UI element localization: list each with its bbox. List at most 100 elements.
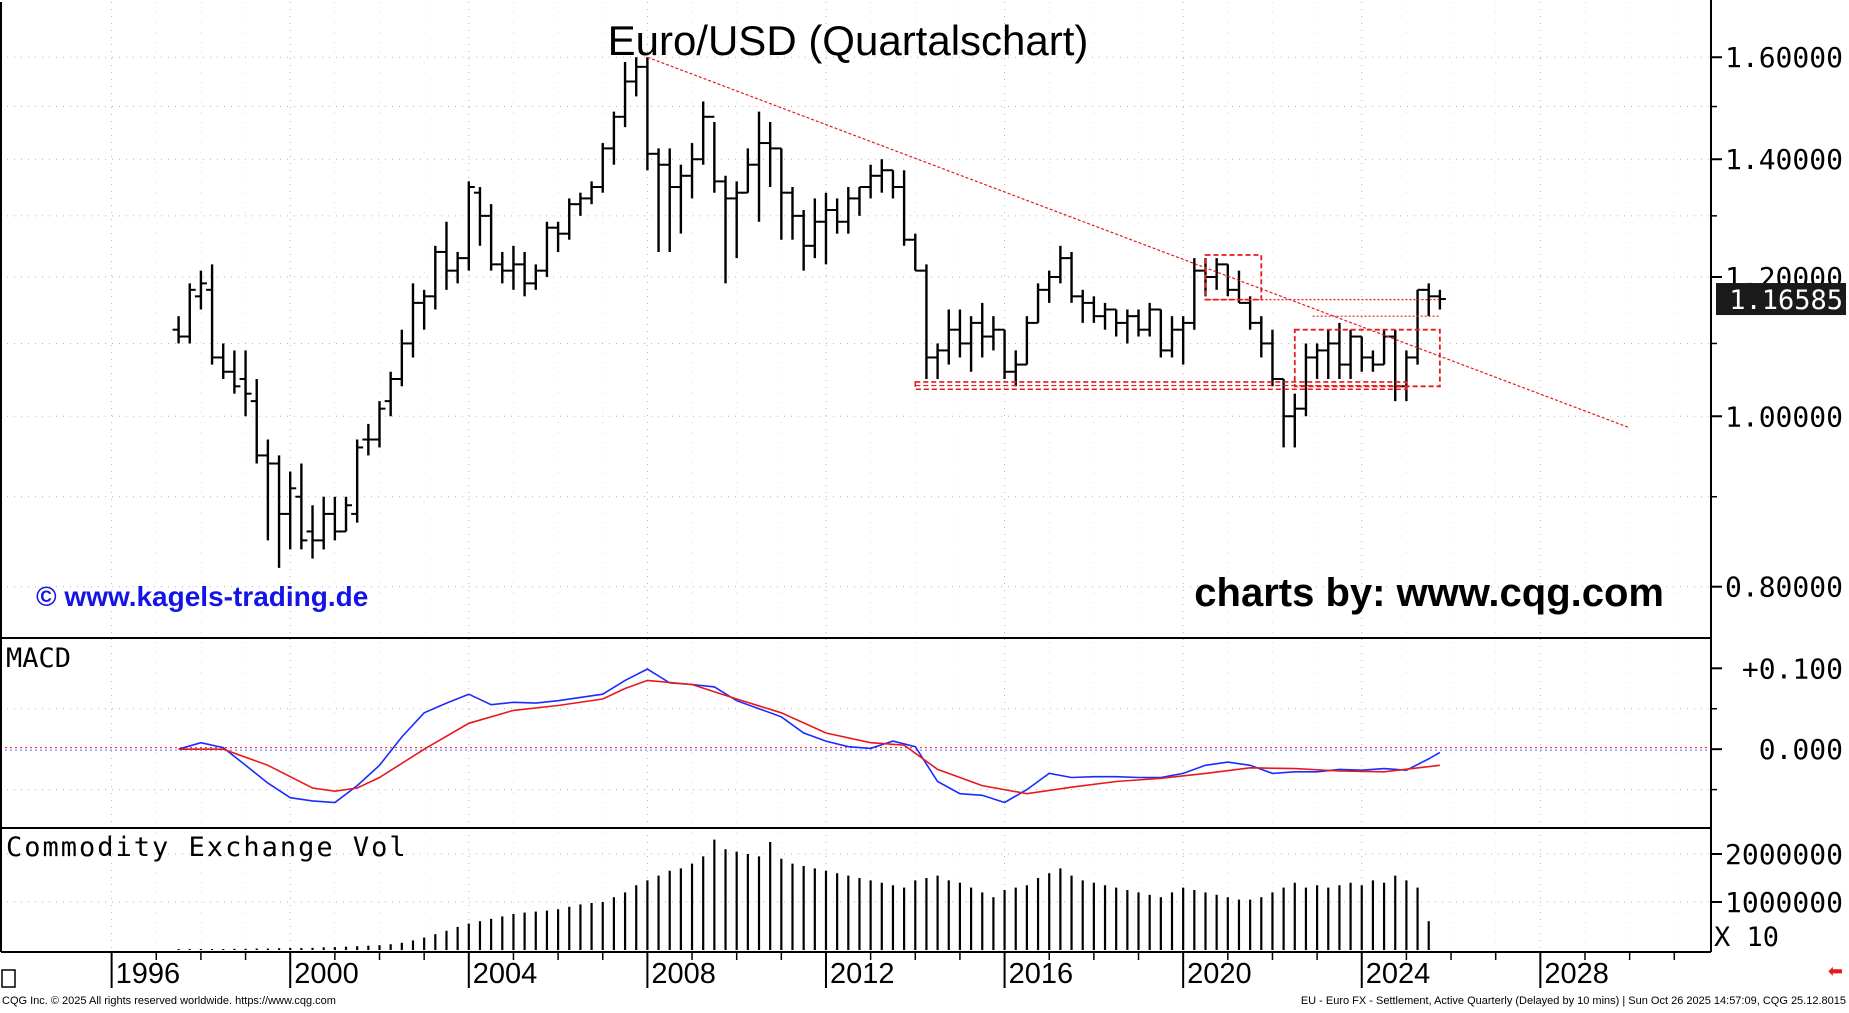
time-axis-label: 1996 xyxy=(116,958,181,990)
ohlc-bar xyxy=(384,371,397,417)
ohlc-bar xyxy=(351,439,364,523)
ohlc-bar xyxy=(641,57,654,171)
copyright-watermark: © www.kagels-trading.de xyxy=(36,581,368,612)
ohlc-bar xyxy=(418,289,431,330)
price-bars xyxy=(172,57,1446,568)
volume-scale-note: X 10 xyxy=(1714,922,1779,953)
ohlc-bar xyxy=(518,251,531,297)
ohlc-bar xyxy=(1322,329,1335,379)
ohlc-bar xyxy=(574,192,587,216)
price-tick-label: 1.40000 xyxy=(1725,143,1843,176)
ohlc-bar xyxy=(1299,343,1312,417)
ohlc-bar xyxy=(1277,377,1290,448)
time-axis-label: 2016 xyxy=(1009,958,1074,990)
ohlc-bar xyxy=(1020,316,1033,366)
ohlc-bar xyxy=(273,455,286,568)
ohlc-bar xyxy=(183,283,196,344)
time-axis-label: 2020 xyxy=(1187,958,1252,990)
ohlc-bar xyxy=(529,264,542,290)
ohlc-bar xyxy=(1333,322,1346,379)
time-axis-label: 2004 xyxy=(473,958,538,990)
ohlc-bar xyxy=(619,62,632,128)
last-price-box xyxy=(1716,283,1846,316)
ohlc-bar xyxy=(764,121,777,188)
ohlc-bar xyxy=(909,233,922,272)
ohlc-bar xyxy=(1110,308,1123,337)
ohlc-bar xyxy=(931,343,944,379)
ohlc-bar xyxy=(630,57,643,97)
ohlc-bar xyxy=(708,115,721,193)
ohlc-bar xyxy=(1344,329,1357,379)
ohlc-bar xyxy=(1244,296,1257,330)
price-overlays xyxy=(647,56,1630,429)
grid-layer xyxy=(0,2,1710,950)
ohlc-bar xyxy=(753,111,766,222)
ohlc-bar xyxy=(697,101,710,165)
ohlc-bar xyxy=(1433,289,1446,310)
ohlc-bar xyxy=(686,143,699,199)
ohlc-bar xyxy=(1154,308,1167,358)
ohlc-bar xyxy=(741,148,754,194)
ohlc-bar xyxy=(1032,283,1045,324)
ohlc-bar xyxy=(206,264,219,365)
ohlc-bar xyxy=(395,329,408,387)
ohlc-bar xyxy=(1121,309,1134,344)
ohlc-bar xyxy=(1366,350,1379,372)
ohlc-bar xyxy=(373,401,386,448)
ohlc-bar xyxy=(864,164,877,199)
ohlc-bar xyxy=(1355,335,1368,372)
ohlc-bar xyxy=(328,496,341,541)
ohlc-bar xyxy=(596,143,609,193)
ohlc-bar xyxy=(1311,343,1324,379)
ohlc-bar xyxy=(485,204,498,271)
ohlc-bar xyxy=(451,251,464,284)
ohlc-bar xyxy=(1009,350,1022,387)
ohlc-bar xyxy=(295,463,308,550)
footer-copyright: CQG Inc. © 2025 All rights reserved worl… xyxy=(2,995,336,1007)
ohlc-bar xyxy=(819,192,832,265)
price-panel: Euro/USD (Quartalschart) © www.kagels-tr… xyxy=(36,17,1846,615)
ohlc-bar xyxy=(1422,283,1435,317)
price-tick-label: 1.60000 xyxy=(1725,41,1843,74)
ohlc-bar xyxy=(284,471,297,550)
ohlc-bar xyxy=(1177,316,1190,365)
ohlc-bar xyxy=(1221,263,1234,297)
ohlc-bar xyxy=(853,186,866,216)
arrow-left-icon[interactable]: ⬅ xyxy=(1828,961,1843,981)
ohlc-bar xyxy=(1132,309,1145,337)
time-axis-label: 2008 xyxy=(651,958,716,990)
footer-instrument-info: EU - Euro FX - Settlement, Active Quarte… xyxy=(1301,995,1846,1007)
ohlc-bar xyxy=(1288,393,1301,448)
ohlc-bar xyxy=(340,496,353,533)
ohlc-bar xyxy=(1099,302,1112,330)
ohlc-bar xyxy=(607,111,620,165)
ohlc-bar xyxy=(730,181,743,259)
ohlc-bar xyxy=(406,283,419,358)
ohlc-bar xyxy=(1411,288,1424,365)
ohlc-bar xyxy=(1054,245,1067,284)
ohlc-bar xyxy=(719,175,732,284)
ohlc-bar xyxy=(552,221,565,252)
range-box xyxy=(1293,328,1441,388)
ohlc-bar xyxy=(1232,270,1245,304)
ohlc-bar xyxy=(228,350,241,394)
range-box xyxy=(1204,254,1263,301)
macd-title: MACD xyxy=(6,643,71,674)
ohlc-bar xyxy=(976,302,989,358)
ohlc-bar xyxy=(786,187,799,240)
ohlc-bar xyxy=(172,316,185,344)
time-axis: 1996 2000 2004 2008 2012 2016 2020 2024 2028 xyxy=(110,952,1676,990)
last-price-marker: 1.16585 xyxy=(1716,283,1846,316)
ohlc-bar xyxy=(317,496,330,550)
time-axis-label: 2028 xyxy=(1544,958,1609,990)
macd-tick-label: +0.100 xyxy=(1742,652,1843,685)
ohlc-bar xyxy=(496,251,509,284)
ohlc-bar xyxy=(998,328,1011,379)
macd-panel: MACD +0.100 0.000 xyxy=(6,643,1843,804)
ohlc-bar xyxy=(250,378,263,464)
time-axis-label: 2000 xyxy=(294,958,359,990)
scroll-box-icon[interactable] xyxy=(1,969,16,988)
cqg-watermark: charts by: www.cqg.com xyxy=(1194,571,1664,615)
